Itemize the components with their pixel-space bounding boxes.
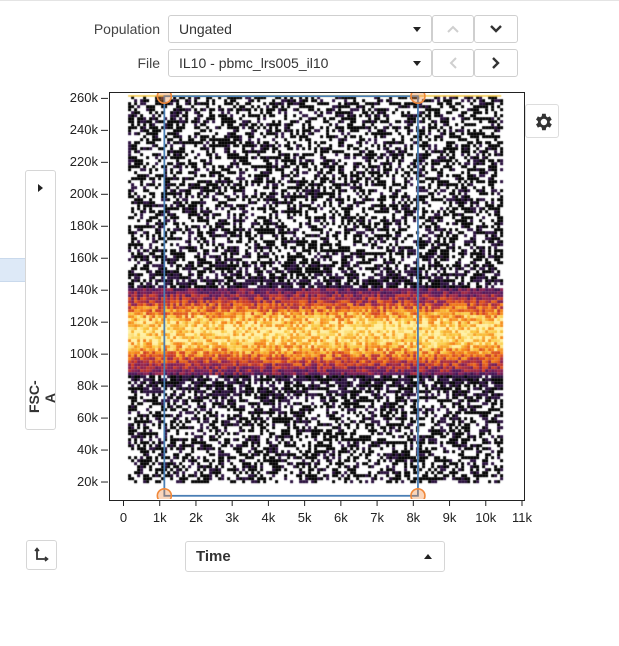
x-tick-label: 1k (152, 510, 167, 525)
y-tick-label: 180k (69, 218, 98, 234)
file-next-button[interactable] (474, 49, 518, 77)
swap-axes-button[interactable] (26, 540, 57, 570)
population-dropdown-caret-icon (413, 27, 421, 32)
gate-overlay[interactable] (110, 93, 523, 499)
gate-rectangle[interactable] (163, 95, 419, 497)
y-tick-label: 60k (77, 410, 98, 426)
gate-handle[interactable] (410, 93, 426, 104)
x-axis-label: Time (196, 548, 231, 565)
x-tick-label: 0 (119, 510, 128, 525)
y-tick-label: 120k (69, 314, 98, 330)
file-dropdown-caret-icon (413, 61, 421, 66)
x-tick-label: 6k (333, 510, 348, 525)
swap-axes-icon (34, 547, 49, 562)
y-tick-label: 260k (69, 90, 98, 106)
gear-icon (536, 113, 552, 131)
y-tick-label: 40k (77, 442, 98, 458)
y-tick-label: 80k (77, 378, 98, 394)
y-tick-label: 200k (69, 186, 98, 202)
y-tick-label: 220k (69, 154, 98, 170)
x-axis-selector[interactable] (185, 541, 445, 572)
plot-settings-button[interactable] (525, 104, 559, 138)
x-tick-label: 4k (261, 510, 276, 525)
population-label: Population (93, 21, 160, 37)
population-select[interactable]: Ungated (168, 15, 432, 43)
chevron-left-icon (449, 57, 457, 69)
x-tick-label: 11k (512, 510, 532, 525)
y-tick-label: 140k (69, 282, 98, 298)
y-axis-selector[interactable] (25, 170, 56, 430)
population-next-button[interactable] (474, 15, 518, 43)
file-value: IL10 - pbmc_lrs005_il10 (179, 55, 329, 71)
density-heatmap (110, 93, 523, 499)
y-tick-label: 240k (69, 122, 98, 138)
file-select[interactable]: IL10 - pbmc_lrs005_il10 (168, 49, 432, 77)
x-tick-label: 2k (189, 510, 203, 525)
chevron-up-icon (447, 25, 459, 33)
x-axis-caret-icon (424, 554, 432, 559)
x-tick-label: 7k (370, 510, 384, 525)
population-value: Ungated (179, 21, 232, 37)
population-prev-button[interactable] (432, 15, 474, 43)
caret-right-icon (38, 184, 43, 192)
gate-handle[interactable] (410, 488, 426, 499)
x-tick-label: 8k (406, 510, 421, 525)
file-label: File (137, 55, 160, 71)
sidebar-selection-highlight (0, 258, 26, 282)
chevron-right-icon (492, 57, 500, 69)
x-tick-label: 9k (442, 510, 457, 525)
x-tick-label: 10k (475, 510, 497, 525)
y-axis-label: FSC-A (26, 380, 58, 413)
chevron-down-icon (490, 25, 502, 33)
x-tick-label: 5k (297, 510, 312, 525)
plot-area[interactable] (109, 92, 525, 501)
top-divider (0, 0, 619, 1)
y-tick-label: 160k (69, 250, 98, 266)
gate-handle[interactable] (156, 93, 173, 104)
x-tick-label: 3k (225, 510, 240, 525)
y-tick-label: 100k (69, 346, 98, 362)
gate-handle[interactable] (156, 488, 173, 499)
file-prev-button[interactable] (432, 49, 474, 77)
y-tick-label: 20k (77, 474, 98, 490)
